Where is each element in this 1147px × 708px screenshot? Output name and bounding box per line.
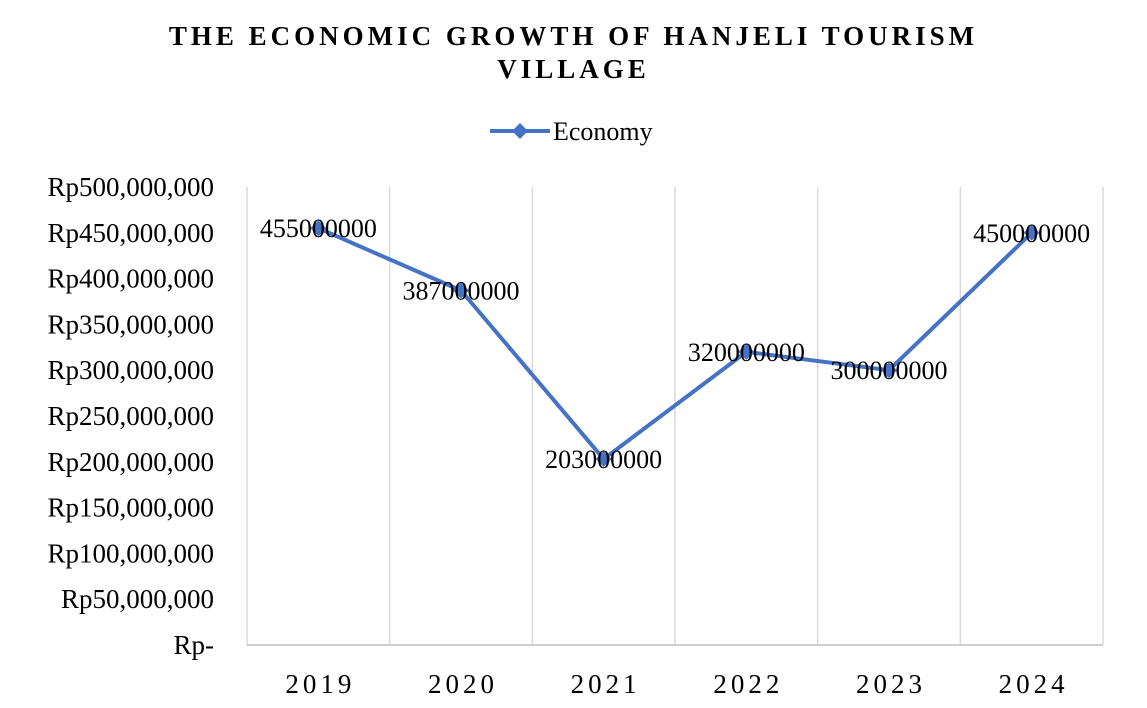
- chart-title-line-1: THE ECONOMIC GROWTH OF HANJELI TOURISM: [168, 21, 979, 51]
- y-tick-label: Rp300,000,000: [47, 355, 214, 385]
- legend-label-economy: Economy: [553, 117, 653, 146]
- data-labels: 455000000 387000000 203000000 320000000 3000…: [260, 214, 1090, 474]
- series-line-economy: [316, 226, 1034, 462]
- y-axis-tick-labels: Rp- Rp50,000,000 Rp100,000,000 Rp150,000,00…: [47, 172, 214, 660]
- data-point-marker: [881, 362, 897, 379]
- y-tick-label: Rp50,000,000: [61, 584, 214, 614]
- data-point-marker: [453, 282, 469, 299]
- x-tick-label: 2023: [856, 669, 926, 699]
- data-point-marker: [738, 343, 755, 360]
- legend-marker-economy: [512, 123, 528, 139]
- series-economy: [310, 220, 1040, 468]
- data-point-marker: [595, 451, 612, 468]
- y-tick-label: Rp450,000,000: [47, 218, 214, 248]
- legend: Economy: [490, 117, 653, 146]
- y-tick-label: Rp500,000,000: [47, 172, 214, 202]
- data-label: 320000000: [688, 338, 805, 367]
- data-label: 203000000: [545, 445, 662, 474]
- x-axis-tick-labels: 2019 2020 2021 2022 2023 2024: [285, 669, 1069, 699]
- x-tick-label: 2020: [428, 669, 498, 699]
- y-tick-label: Rp-: [174, 630, 215, 660]
- y-tick-label: Rp350,000,000: [47, 309, 214, 339]
- y-tick-label: Rp200,000,000: [47, 447, 214, 477]
- chart-title-line-2: VILLAGE: [497, 54, 650, 84]
- x-tick-label: 2021: [571, 669, 641, 699]
- data-label: 300000000: [831, 356, 948, 385]
- x-tick-label: 2024: [999, 669, 1069, 699]
- x-tick-label: 2022: [713, 669, 783, 699]
- x-tick-label: 2019: [285, 669, 355, 699]
- data-point-marker: [310, 220, 327, 237]
- data-label: 455000000: [260, 214, 377, 243]
- y-tick-label: Rp400,000,000: [47, 264, 214, 294]
- y-tick-label: Rp250,000,000: [47, 401, 214, 431]
- y-tick-label: Rp150,000,000: [47, 493, 214, 523]
- data-label: 387000000: [403, 277, 520, 306]
- data-point-marker: [1023, 224, 1040, 241]
- y-tick-label: Rp100,000,000: [47, 538, 214, 568]
- grid-lines: [246, 187, 1104, 645]
- data-label: 450000000: [973, 219, 1090, 248]
